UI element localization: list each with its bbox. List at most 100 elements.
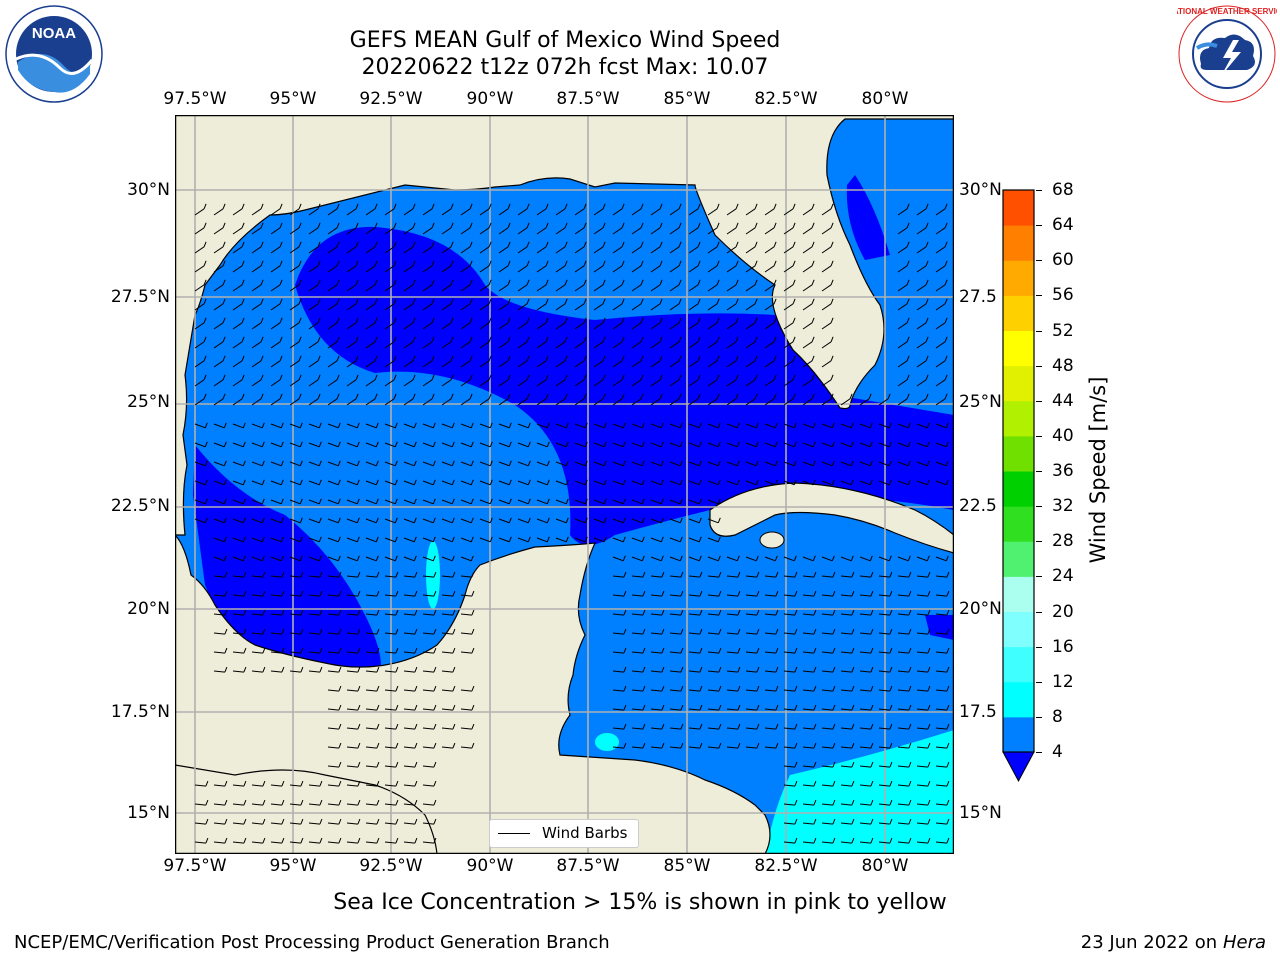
wind-barb-flag-icon: [640, 279, 644, 285]
wind-barb-flag-icon: [507, 222, 511, 228]
wind-barb-flag-icon: [699, 609, 703, 616]
wind-barb-flag-icon: [755, 555, 759, 561]
wind-barb-icon: [897, 265, 908, 273]
wind-barb-flag-icon: [775, 742, 779, 749]
plot-title-line2: 20220622 t12z 072h fcst Max: 10.07: [361, 55, 769, 80]
wind-barb-icon: [422, 746, 434, 749]
lat-label-left: 15°N: [127, 803, 170, 823]
wind-barb-flag-icon: [337, 460, 341, 466]
wind-barb-icon: [897, 613, 909, 616]
wind-barb-flag-icon: [317, 374, 321, 380]
wind-barb-icon: [289, 246, 300, 254]
wind-barb-icon: [422, 499, 434, 505]
lon-label-top: 90°W: [466, 89, 514, 109]
wind-barb-icon: [308, 423, 320, 429]
wind-barb-icon: [536, 537, 548, 543]
wind-barb-icon: [669, 727, 681, 730]
wind-barb-icon: [270, 613, 282, 616]
wind-barb-flag-icon: [642, 723, 646, 730]
wind-barb-flag-icon: [336, 393, 340, 399]
wind-barb-flag-icon: [793, 555, 797, 561]
wind-barb-flag-icon: [338, 609, 342, 616]
wind-barb-icon: [669, 246, 680, 254]
wind-barb-flag-icon: [395, 742, 399, 749]
wind-barb-icon: [213, 594, 225, 597]
wind-barb-flag-icon: [830, 317, 834, 323]
wind-barb-icon: [688, 360, 699, 368]
lon-label-bottom: 80°W: [861, 856, 909, 876]
wind-barb-flag-icon: [337, 422, 341, 428]
wind-barb-flag-icon: [698, 479, 702, 485]
wind-barb-icon: [441, 379, 452, 387]
wind-barb-flag-icon: [660, 422, 664, 428]
wind-barb-icon: [783, 784, 795, 787]
wind-barb-icon: [422, 594, 434, 597]
wind-barb-flag-icon: [735, 260, 739, 266]
wind-barb-icon: [593, 322, 604, 330]
wind-barb-flag-icon: [222, 203, 226, 209]
wind-barb-flag-icon: [395, 590, 399, 597]
wind-barb-icon: [270, 461, 282, 467]
wind-barb-flag-icon: [205, 837, 209, 844]
wind-barb-flag-icon: [679, 460, 683, 466]
wind-barb-icon: [346, 341, 357, 349]
wind-barb-flag-icon: [832, 609, 836, 616]
wind-barb-icon: [726, 322, 737, 330]
wind-barb-icon: [422, 575, 434, 578]
wind-barb-flag-icon: [527, 498, 531, 504]
wind-barb-icon: [688, 727, 700, 730]
wind-barb-flag-icon: [773, 355, 777, 361]
wind-barb-flag-icon: [926, 460, 930, 466]
wind-barb-icon: [840, 784, 852, 787]
wind-barb-flag-icon: [716, 317, 720, 323]
wind-barb-flag-icon: [565, 460, 569, 466]
wind-barb-flag-icon: [678, 260, 682, 266]
wind-barb-flag-icon: [224, 780, 228, 787]
wind-barb-icon: [346, 613, 358, 616]
wind-barb-icon: [270, 208, 281, 216]
wind-barb-icon: [232, 442, 244, 448]
wind-barb-flag-icon: [299, 517, 303, 523]
wind-barb-flag-icon: [281, 590, 285, 597]
wind-barb-icon: [327, 442, 339, 448]
wind-barb-flag-icon: [281, 647, 285, 654]
wind-barb-icon: [688, 208, 699, 216]
wind-barb-icon: [859, 632, 871, 635]
wind-barb-flag-icon: [792, 298, 796, 304]
footer-machine: Hera: [1222, 932, 1266, 953]
wind-barb-icon: [840, 575, 852, 578]
wind-barb-flag-icon: [584, 479, 588, 485]
wind-barb-flag-icon: [203, 222, 207, 228]
wind-barb-flag-icon: [545, 298, 549, 304]
wind-barb-icon: [517, 442, 529, 448]
wind-barb-flag-icon: [832, 799, 836, 806]
wind-barb-icon: [650, 689, 662, 692]
wind-barb-icon: [821, 822, 833, 825]
wind-barb-flag-icon: [469, 374, 473, 380]
wind-barb-icon: [365, 537, 377, 543]
wind-barb-icon: [441, 708, 453, 711]
wind-barb-flag-icon: [642, 666, 646, 673]
wind-barb-flag-icon: [756, 723, 760, 730]
wind-barb-icon: [745, 208, 756, 216]
wind-barb-flag-icon: [716, 393, 720, 399]
wind-barb-flag-icon: [640, 374, 644, 380]
wind-barb-flag-icon: [298, 336, 302, 342]
wind-barb-icon: [232, 822, 244, 825]
wind-barb-flag-icon: [736, 479, 740, 485]
wind-barb-flag-icon: [224, 799, 228, 806]
wind-barb-icon: [213, 322, 224, 330]
wind-barb-flag-icon: [906, 241, 910, 247]
wind-barb-flag-icon: [241, 222, 245, 228]
wind-barb-icon: [726, 651, 738, 654]
wind-barb-flag-icon: [659, 393, 663, 399]
wind-barb-flag-icon: [679, 517, 683, 523]
wind-barb-flag-icon: [223, 441, 227, 447]
wind-barb-flag-icon: [602, 317, 606, 323]
wind-barb-flag-icon: [699, 647, 703, 654]
wind-barb-icon: [232, 265, 243, 273]
wind-barb-icon: [232, 461, 244, 467]
wind-barb-flag-icon: [661, 647, 665, 654]
wind-barb-icon: [251, 575, 263, 578]
wind-barb-icon: [384, 303, 395, 311]
